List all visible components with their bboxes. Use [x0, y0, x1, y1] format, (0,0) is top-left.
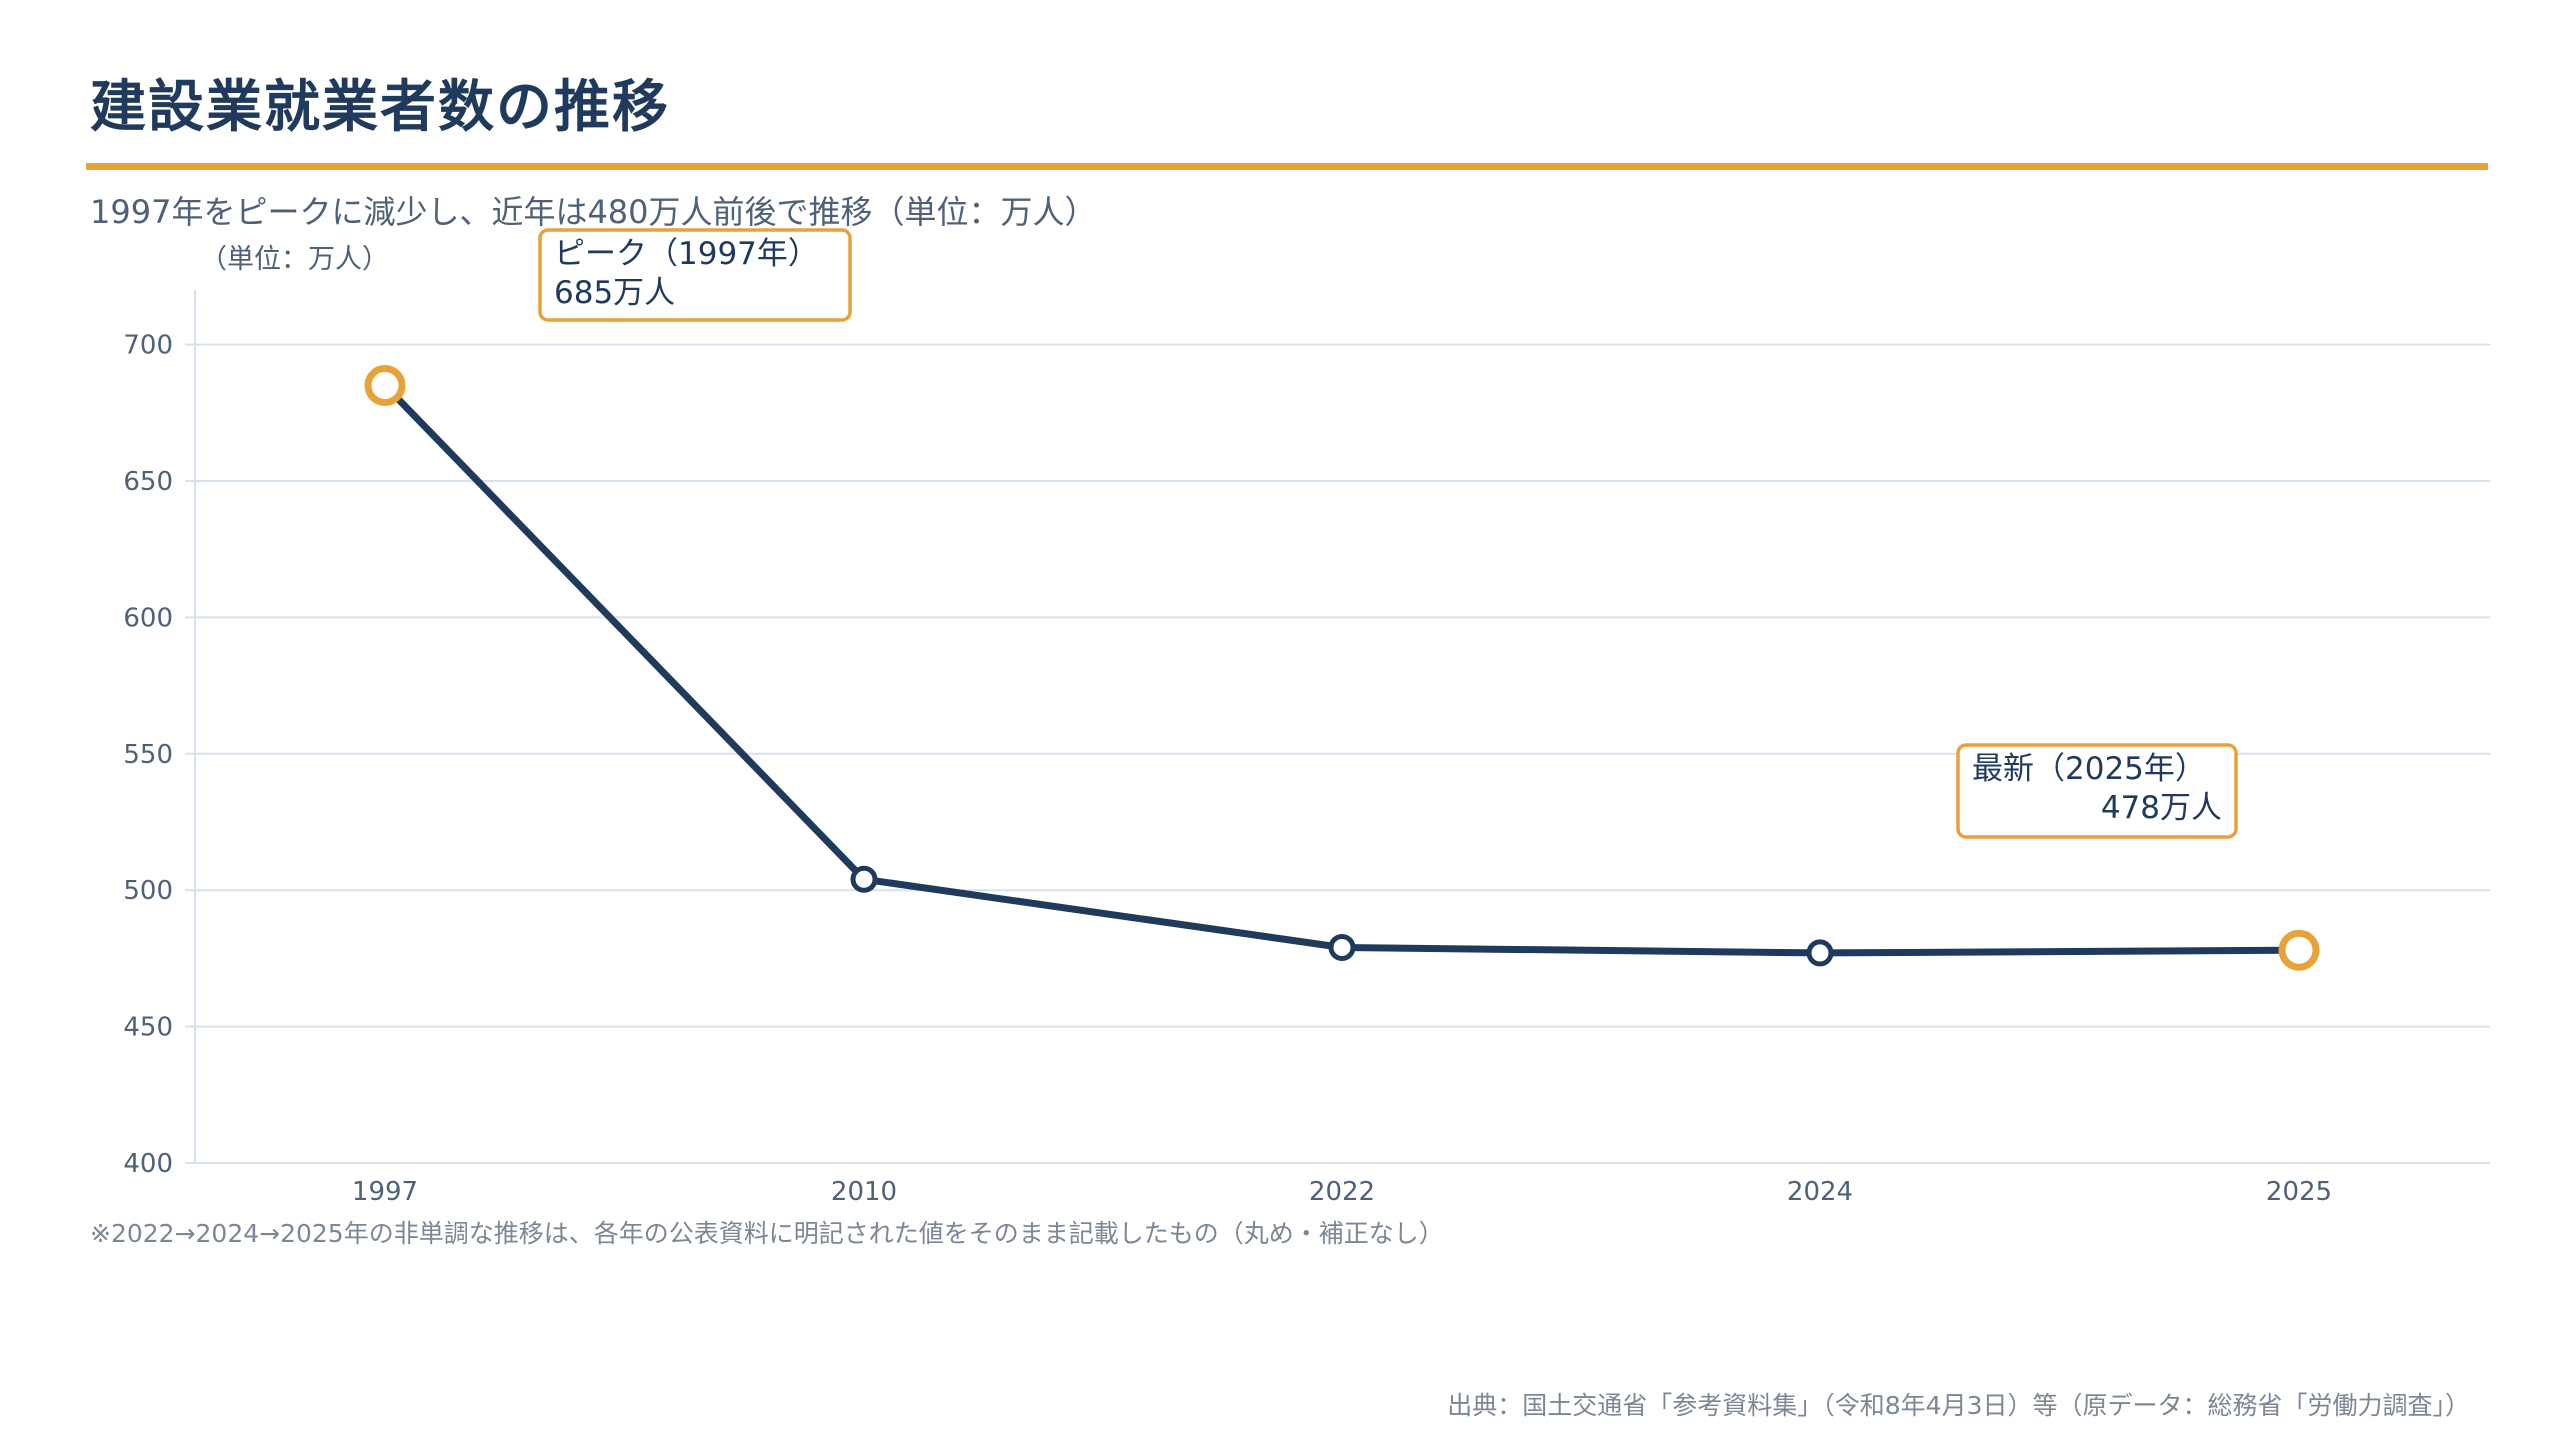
data-point-2022: [1328, 933, 1356, 961]
y-tick-label: 600: [123, 603, 173, 633]
y-tick-label: 400: [123, 1149, 173, 1179]
y-tick-label: 700: [123, 331, 173, 361]
title-underline: [86, 163, 2488, 170]
data-points: [364, 364, 2320, 971]
callout-value: 685万人: [554, 275, 675, 311]
y-tick-label: 550: [123, 740, 173, 770]
data-point-1997: [364, 364, 406, 406]
series-line: [382, 383, 2300, 957]
y-tick-label: 500: [123, 876, 173, 906]
y-unit-label: （単位：万人）: [200, 244, 389, 275]
page-title: 建設業就業者数の推移: [90, 75, 670, 140]
source-citation: 出典：国土交通省「参考資料集」（令和8年4月3日）等（原データ：総務省「労働力調…: [1447, 1391, 2470, 1420]
footnote: ※2022→2024→2025年の非単調な推移は、各年の公表資料に明記された値を…: [90, 1219, 1444, 1248]
x-tick-labels: 1997 2010 2022 2024 2025: [352, 1177, 2332, 1207]
data-point-2010: [850, 865, 878, 893]
data-point-2025: [2278, 929, 2320, 971]
callout-box: [538, 228, 852, 322]
x-tick-label-2022: 2022: [1309, 1177, 1375, 1207]
callout-1: 最新（2025年）478万人: [1956, 743, 2238, 839]
callout-title: ピーク（1997年）: [554, 236, 819, 272]
x-tick-label-2024: 2024: [1787, 1177, 1853, 1207]
x-tick-label-2025: 2025: [2266, 1177, 2332, 1207]
callout-box: [1956, 743, 2238, 839]
y-tick-labels: 400 450 500 550 600 650 700: [123, 331, 195, 1179]
callout-value: 478万人: [2101, 790, 2222, 826]
callout-title: 最新（2025年）: [1972, 751, 2206, 787]
data-point-2024: [1806, 939, 1834, 967]
x-tick-label-1997: 1997: [352, 1177, 418, 1207]
page-subtitle: 1997年をピークに減少し、近年は480万人前後で推移（単位：万人）: [90, 193, 1097, 231]
y-tick-label: 450: [123, 1013, 173, 1043]
x-tick-label-2010: 2010: [831, 1177, 897, 1207]
y-tick-label: 650: [123, 467, 173, 497]
callout-0: ピーク（1997年）685万人: [538, 228, 852, 322]
